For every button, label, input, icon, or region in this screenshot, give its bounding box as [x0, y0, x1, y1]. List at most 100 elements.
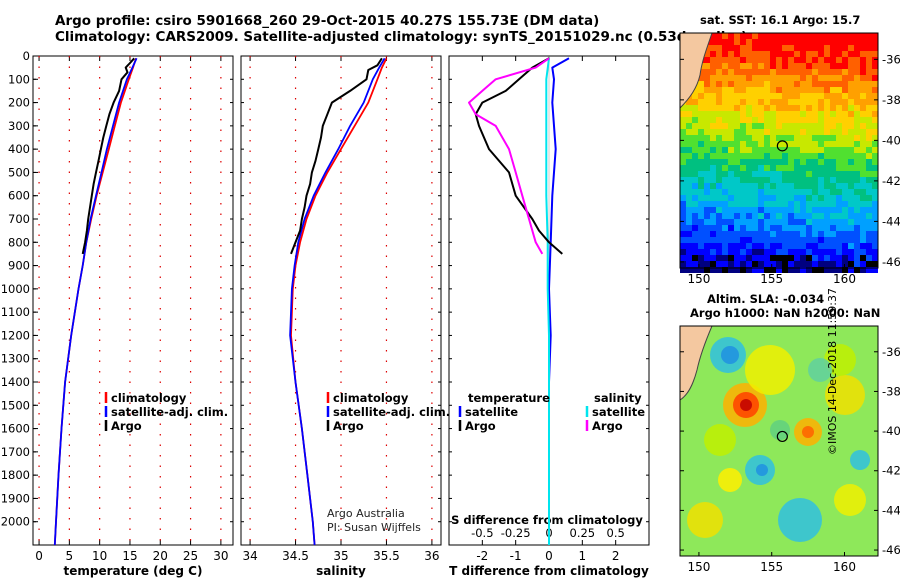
sst-cell	[854, 231, 860, 237]
sst-cell	[860, 69, 866, 75]
sst-cell	[722, 39, 728, 45]
sst-cell	[806, 177, 812, 183]
sst-cell	[776, 231, 782, 237]
legend-diff-salinity-label: satellite	[592, 405, 645, 419]
sst-cell	[860, 57, 866, 63]
sst-cell	[800, 111, 806, 117]
sst-map-lon-label: 155	[760, 272, 783, 286]
sst-cell	[716, 57, 722, 63]
sst-cell	[866, 99, 872, 105]
sst-cell	[800, 213, 806, 219]
sst-cell	[788, 99, 794, 105]
sst-cell	[848, 63, 854, 69]
sst-cell	[836, 177, 842, 183]
sst-cell	[836, 123, 842, 129]
sst-cell	[794, 249, 800, 255]
x-tick-label-temperature: 30	[213, 549, 228, 563]
sst-cell	[842, 165, 848, 171]
sst-cell	[830, 147, 836, 153]
sst-cell	[722, 57, 728, 63]
sst-cell	[722, 111, 728, 117]
sst-cell	[680, 177, 686, 183]
sst-cell	[854, 153, 860, 159]
sst-cell	[776, 51, 782, 57]
sst-cell	[722, 105, 728, 111]
sst-cell	[860, 177, 866, 183]
sst-cell	[686, 135, 692, 141]
depth-tick-label: 100	[8, 72, 30, 86]
sst-cell	[830, 213, 836, 219]
sst-cell	[776, 135, 782, 141]
sst-cell	[866, 249, 872, 255]
sst-cell	[710, 237, 716, 243]
sst-cell	[710, 117, 716, 123]
sst-cell	[722, 207, 728, 213]
sst-cell	[758, 255, 764, 261]
sst-cell	[830, 237, 836, 243]
sst-cell	[764, 255, 770, 261]
sst-cell	[746, 225, 752, 231]
sst-cell	[812, 219, 818, 225]
sst-cell	[752, 219, 758, 225]
sst-cell	[776, 153, 782, 159]
sst-cell	[830, 165, 836, 171]
sst-cell	[722, 219, 728, 225]
sst-cell	[686, 147, 692, 153]
sst-cell	[830, 39, 836, 45]
sst-cell	[866, 45, 872, 51]
sst-cell	[860, 81, 866, 87]
sst-cell	[764, 99, 770, 105]
sst-cell	[842, 213, 848, 219]
sst-cell	[704, 237, 710, 243]
sst-cell	[860, 261, 866, 267]
sst-cell	[710, 87, 716, 93]
sst-cell	[854, 93, 860, 99]
sst-cell	[698, 69, 704, 75]
secondary-tick-label-salinity-difference: 0.5	[607, 526, 625, 540]
sst-cell	[758, 81, 764, 87]
series-temperature-argo	[81, 57, 135, 255]
sst-cell	[788, 63, 794, 69]
sst-cell	[764, 225, 770, 231]
sst-cell	[758, 153, 764, 159]
sst-cell	[764, 189, 770, 195]
sst-cell	[830, 153, 836, 159]
sst-cell	[806, 255, 812, 261]
x-tick-label-difference: 0	[545, 549, 553, 563]
sst-cell	[758, 135, 764, 141]
sst-cell	[782, 165, 788, 171]
sst-cell	[704, 231, 710, 237]
sst-cell	[740, 213, 746, 219]
sst-cell	[818, 249, 824, 255]
sst-cell	[794, 105, 800, 111]
sst-cell	[758, 177, 764, 183]
sst-cell	[830, 33, 836, 39]
sst-cell	[746, 183, 752, 189]
sst-cell	[764, 63, 770, 69]
sst-cell	[794, 135, 800, 141]
sst-cell	[830, 207, 836, 213]
sst-cell	[734, 87, 740, 93]
sst-cell	[812, 87, 818, 93]
sst-cell	[698, 231, 704, 237]
sst-cell	[770, 249, 776, 255]
sst-cell	[782, 189, 788, 195]
sst-cell	[800, 183, 806, 189]
sst-cell	[710, 33, 716, 39]
sst-cell	[770, 117, 776, 123]
sst-cell	[782, 63, 788, 69]
sst-cell	[830, 111, 836, 117]
sst-cell	[722, 171, 728, 177]
sst-cell	[734, 201, 740, 207]
sst-cell	[770, 51, 776, 57]
sst-cell	[818, 195, 824, 201]
sst-cell	[836, 261, 842, 267]
sst-cell	[764, 45, 770, 51]
sst-cell	[680, 189, 686, 195]
sst-cell	[824, 171, 830, 177]
sst-cell	[830, 225, 836, 231]
sst-cell	[716, 261, 722, 267]
sst-cell	[722, 75, 728, 81]
sst-cell	[692, 183, 698, 189]
sst-cell	[854, 183, 860, 189]
